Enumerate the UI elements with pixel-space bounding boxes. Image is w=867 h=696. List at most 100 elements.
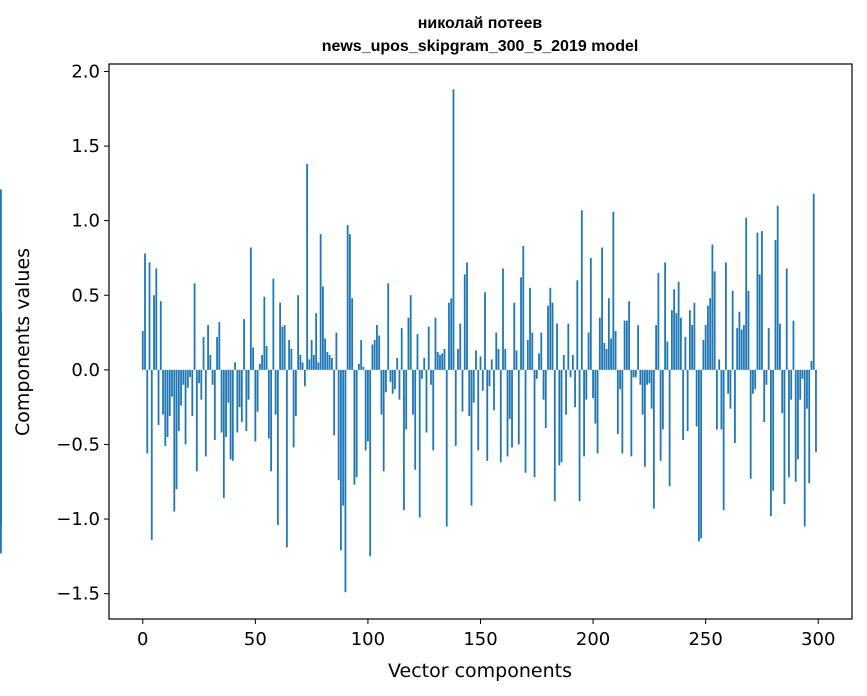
bar-287: [788, 369, 790, 478]
bar-154: [488, 369, 491, 387]
bar-21: [189, 369, 191, 378]
bar-178: [542, 369, 545, 400]
y-tick-label: 1.0: [71, 211, 100, 232]
bar-127: [427, 326, 430, 370]
bar-182: [551, 302, 554, 370]
bar-249: [702, 340, 705, 370]
bar-174: [533, 369, 536, 478]
bar-206: [605, 348, 608, 370]
chart-title-line-2: news_upos_skipgram_300_5_2019 model: [322, 38, 639, 55]
bar-31: [211, 369, 214, 385]
bar-72: [303, 369, 306, 387]
bar-139: [454, 369, 457, 446]
bar-159: [499, 369, 502, 463]
bar-144: [466, 262, 468, 370]
bar-194: [578, 369, 581, 502]
bar-282: [776, 205, 779, 370]
bar-192: [574, 369, 576, 408]
bar-286: [785, 268, 788, 370]
bar-279: [770, 369, 772, 517]
bar-157: [495, 332, 498, 370]
bar-43: [238, 369, 241, 408]
bar-104: [376, 325, 378, 370]
bar-264: [736, 328, 739, 370]
bar-170: [524, 369, 527, 473]
bar-266: [740, 329, 743, 370]
bar-171: [526, 340, 529, 370]
x-tick-label: 150: [463, 629, 497, 650]
bar-78: [317, 362, 320, 370]
bar-160: [502, 268, 504, 370]
bar-111: [391, 369, 394, 394]
x-tick-label: 250: [688, 629, 722, 650]
bar-212: [619, 369, 621, 390]
bar-15: [175, 369, 178, 490]
bar-220: [637, 325, 640, 370]
bar-181: [549, 287, 552, 370]
bar-188: [565, 369, 567, 415]
bar-244: [691, 325, 694, 370]
bar-34: [218, 322, 221, 370]
bar-42: [236, 369, 239, 433]
bar-263: [734, 369, 736, 443]
bar-3: [148, 262, 151, 370]
bar-46: [245, 369, 248, 432]
bar-132: [439, 354, 441, 370]
bar-291: [797, 369, 799, 460]
bar-288: [790, 369, 793, 400]
bar-94: [353, 369, 356, 485]
bar-0: [141, 331, 144, 370]
bar-230: [659, 369, 662, 461]
bar-45: [243, 319, 245, 370]
bar-50: [254, 369, 257, 442]
bar-184: [556, 323, 558, 370]
bar-145: [468, 369, 471, 417]
bar-131: [436, 351, 439, 370]
bar-58: [272, 278, 275, 370]
bar-112: [394, 369, 396, 390]
bar-36: [222, 369, 225, 499]
bar-undefined: [0, 189, 2, 370]
bar-241: [684, 337, 687, 370]
bar-271: [752, 369, 754, 394]
bar-18: [182, 369, 185, 385]
bar-143: [463, 274, 466, 370]
bar-173: [531, 332, 534, 370]
bar-231: [661, 369, 664, 430]
bar-285: [783, 369, 786, 505]
bar-177: [540, 332, 543, 370]
bar-185: [558, 369, 561, 466]
bar-116: [403, 369, 405, 511]
bar-25: [198, 369, 200, 384]
bar-79: [319, 234, 322, 370]
bar-199: [589, 257, 592, 370]
bar-186: [560, 369, 563, 463]
bar-101: [369, 369, 372, 557]
y-tick-label: 2.0: [71, 61, 100, 82]
bar-134: [443, 348, 446, 370]
x-tick-label: 50: [244, 629, 267, 650]
bar-283: [779, 323, 781, 370]
bar-2: [146, 369, 149, 454]
bar-294: [803, 369, 806, 527]
bar-109: [387, 283, 390, 370]
bar-250: [704, 325, 707, 370]
y-tick-label: −0.5: [56, 434, 100, 455]
bar-110: [389, 369, 392, 382]
bar-64: [285, 369, 288, 548]
bar-211: [616, 369, 619, 434]
y-tick-label: 0.5: [71, 285, 100, 306]
bar-247: [698, 369, 700, 542]
bar-189: [567, 323, 570, 370]
bar-151: [481, 369, 484, 391]
bar-24: [195, 369, 198, 472]
bar-246: [695, 369, 698, 427]
bar-256: [718, 359, 721, 370]
bar-292: [799, 369, 802, 400]
bar-208: [610, 338, 612, 370]
bar-119: [409, 295, 412, 370]
bar-128: [430, 369, 432, 385]
bar-54: [263, 296, 266, 370]
bar-235: [670, 310, 673, 370]
bar-69: [297, 295, 300, 370]
